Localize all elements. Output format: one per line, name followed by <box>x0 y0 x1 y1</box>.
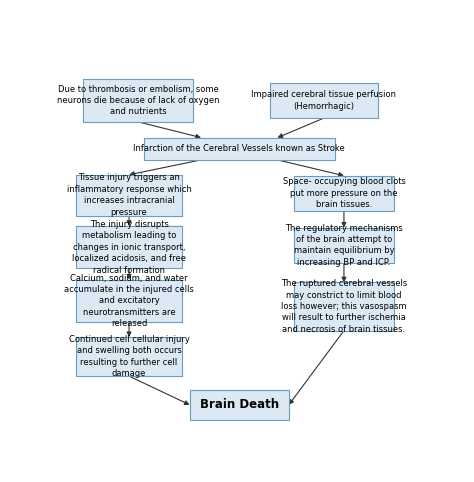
FancyBboxPatch shape <box>76 280 182 322</box>
Text: The injury disrupts
metabolism leading to
changes in ionic transport,
localized : The injury disrupts metabolism leading t… <box>72 220 186 275</box>
Text: Brain Death: Brain Death <box>200 398 279 411</box>
FancyBboxPatch shape <box>294 175 393 211</box>
FancyBboxPatch shape <box>294 228 393 263</box>
FancyBboxPatch shape <box>144 138 335 160</box>
FancyBboxPatch shape <box>270 83 378 118</box>
Text: Space- occupying blood clots
put more pressure on the
brain tissues.: Space- occupying blood clots put more pr… <box>283 177 405 209</box>
FancyBboxPatch shape <box>190 390 289 420</box>
Text: The regulatory mechanisms
of the brain attempt to
maintain equilibrium by
increa: The regulatory mechanisms of the brain a… <box>285 224 403 267</box>
Text: Tissue injury triggers an
inflammatory response which
increases intracranial
pre: Tissue injury triggers an inflammatory r… <box>67 174 191 217</box>
Text: Impaired cerebral tissue perfusion
(Hemorrhagic): Impaired cerebral tissue perfusion (Hemo… <box>251 90 396 111</box>
Text: Continued cell cellular injury
and swelling both occurs
resulting to further cel: Continued cell cellular injury and swell… <box>69 335 190 378</box>
FancyBboxPatch shape <box>83 79 193 122</box>
Text: Due to thrombosis or embolism, some
neurons die because of lack of oxygen
and nu: Due to thrombosis or embolism, some neur… <box>57 84 219 117</box>
Text: Calcium, sodium, and water
accumulate in the injured cells
and excitatory
neurot: Calcium, sodium, and water accumulate in… <box>64 274 194 328</box>
FancyBboxPatch shape <box>76 226 182 268</box>
FancyBboxPatch shape <box>76 337 182 376</box>
FancyBboxPatch shape <box>76 175 182 215</box>
Text: The ruptured cerebral vessels
may constrict to limit blood
loss however; this va: The ruptured cerebral vessels may constr… <box>281 279 407 334</box>
Text: Infarction of the Cerebral Vessels known as Stroke: Infarction of the Cerebral Vessels known… <box>133 144 345 153</box>
FancyBboxPatch shape <box>294 282 393 331</box>
